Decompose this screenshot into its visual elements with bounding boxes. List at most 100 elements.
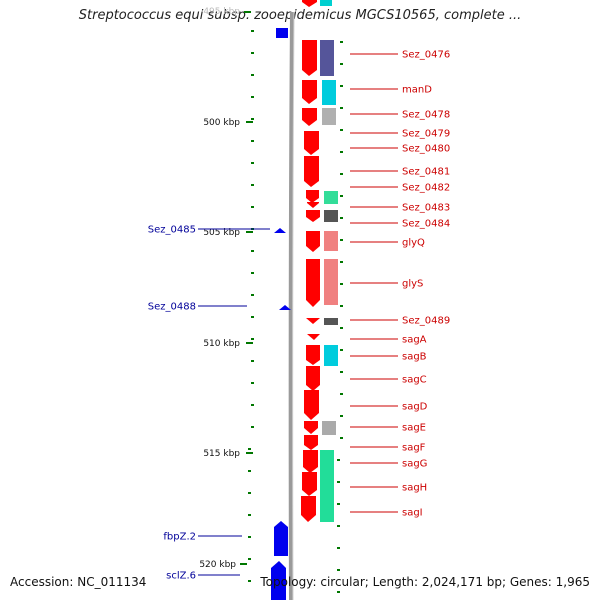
gene-label-right[interactable]: Sez_0489 — [402, 316, 450, 327]
minor-tick-left — [251, 118, 254, 120]
minor-tick-left — [251, 338, 254, 340]
accession-label: Accession: NC_011134 — [10, 575, 147, 589]
kbp-tick-mark — [246, 121, 253, 123]
gene-label-right[interactable]: sagA — [402, 335, 427, 346]
genome-backbone — [288, 11, 294, 600]
kbp-tick-mark — [246, 231, 253, 233]
gene-label-right[interactable]: Sez_0478 — [402, 110, 450, 121]
gene-arrow — [306, 210, 320, 222]
minor-tick-right — [340, 371, 343, 373]
feature-block — [324, 191, 338, 204]
gene-arrow — [304, 390, 319, 420]
feature-block — [320, 0, 332, 6]
minor-tick-left — [251, 96, 254, 98]
gene-label-right[interactable]: sagG — [402, 459, 427, 470]
gene-label-right[interactable]: sagC — [402, 375, 427, 386]
minor-tick-left — [251, 206, 254, 208]
gene-label-right[interactable]: Sez_0481 — [402, 167, 450, 178]
gene-arrow — [302, 40, 317, 76]
map-title: Streptococcus equi subsp. zooepidemicus … — [78, 8, 522, 23]
gene-label-right[interactable]: sagD — [402, 402, 428, 413]
gene-arrow — [302, 108, 317, 126]
gene-label-left[interactable]: Sez_0485 — [148, 225, 196, 236]
gene-arrow-reverse — [271, 561, 286, 600]
minor-tick-right — [340, 349, 343, 351]
gene-arrow — [306, 190, 319, 203]
gene-label-right[interactable]: sagF — [402, 443, 426, 454]
kbp-tick-label: 515 kbp — [203, 449, 240, 459]
minor-tick-left — [248, 448, 251, 450]
gene-arrow — [306, 259, 320, 307]
gene-arrow — [306, 231, 320, 252]
feature-block — [320, 40, 334, 76]
kbp-tick-mark — [244, 11, 251, 13]
minor-tick-right — [337, 547, 340, 549]
kbp-tick-label: 505 kbp — [203, 228, 240, 238]
minor-tick-left — [251, 426, 254, 428]
gene-label-right[interactable]: sagI — [402, 508, 423, 519]
gene-arrow — [302, 0, 317, 7]
gene-arrow — [304, 156, 319, 187]
gene-label-left[interactable]: fbpZ.2 — [163, 532, 196, 543]
forward-genes — [301, 0, 320, 522]
kbp-tick-mark — [246, 342, 253, 344]
gene-label-right[interactable]: sagB — [402, 352, 427, 363]
minor-tick-left — [248, 514, 251, 516]
minor-tick-right — [340, 261, 343, 263]
minor-tick-right — [340, 217, 343, 219]
feature-block — [322, 80, 336, 105]
minor-tick-right — [340, 63, 343, 65]
gene-arrow — [303, 450, 318, 473]
minor-tick-right — [337, 503, 340, 505]
reverse-genes — [271, 28, 291, 600]
gene-arrow — [301, 496, 316, 522]
minor-tick-left — [251, 184, 254, 186]
minor-tick-right — [337, 569, 340, 571]
minor-tick-right — [340, 283, 343, 285]
gene-arrow — [304, 131, 319, 155]
gene-label-right[interactable]: glyQ — [402, 238, 425, 249]
minor-tick-left — [248, 580, 251, 582]
gene-label-right[interactable]: manD — [402, 85, 432, 96]
minor-tick-right — [340, 173, 343, 175]
minor-tick-left — [248, 492, 251, 494]
minor-tick-right — [340, 305, 343, 307]
minor-tick-right — [340, 393, 343, 395]
gene-label-left[interactable]: sclZ.6 — [166, 571, 196, 582]
kbp-tick-mark — [240, 563, 247, 565]
minor-tick-left — [251, 360, 254, 362]
gene-label-right[interactable]: Sez_0479 — [402, 129, 450, 140]
gene-label-right[interactable]: Sez_0482 — [402, 183, 450, 194]
minor-tick-right — [340, 85, 343, 87]
minor-tick-left — [251, 404, 254, 406]
minor-tick-right — [340, 195, 343, 197]
gene-label-right[interactable]: Sez_0480 — [402, 144, 450, 155]
topology-label: Topology: circular; Length: 2,024,171 bp… — [260, 575, 590, 589]
gene-arrow — [306, 345, 320, 365]
gene-label-right[interactable]: Sez_0483 — [402, 203, 450, 214]
gene-label-right[interactable]: sagH — [402, 483, 427, 494]
feature-block — [324, 231, 338, 251]
gene-arrow-reverse — [279, 305, 291, 310]
minor-tick-left — [251, 162, 254, 164]
feature-block — [322, 421, 336, 435]
gene-label-right[interactable]: Sez_0484 — [402, 219, 450, 230]
feature-blocks — [320, 0, 338, 522]
minor-tick-right — [340, 41, 343, 43]
feature-block — [322, 108, 336, 125]
gene-label-left[interactable]: Sez_0488 — [148, 302, 196, 313]
gene-arrow — [302, 80, 317, 104]
minor-tick-left — [251, 30, 254, 32]
minor-tick-left — [251, 140, 254, 142]
minor-tick-left — [251, 250, 254, 252]
minor-tick-left — [251, 272, 254, 274]
gene-label-right[interactable]: sagE — [402, 423, 426, 434]
gene-label-right[interactable]: glyS — [402, 279, 423, 290]
gene-arrow — [306, 366, 320, 391]
feature-block — [324, 318, 338, 325]
minor-tick-right — [340, 107, 343, 109]
gene-label-right[interactable]: Sez_0476 — [402, 50, 450, 61]
feature-block — [324, 345, 338, 366]
gene-block-reverse — [276, 28, 288, 38]
